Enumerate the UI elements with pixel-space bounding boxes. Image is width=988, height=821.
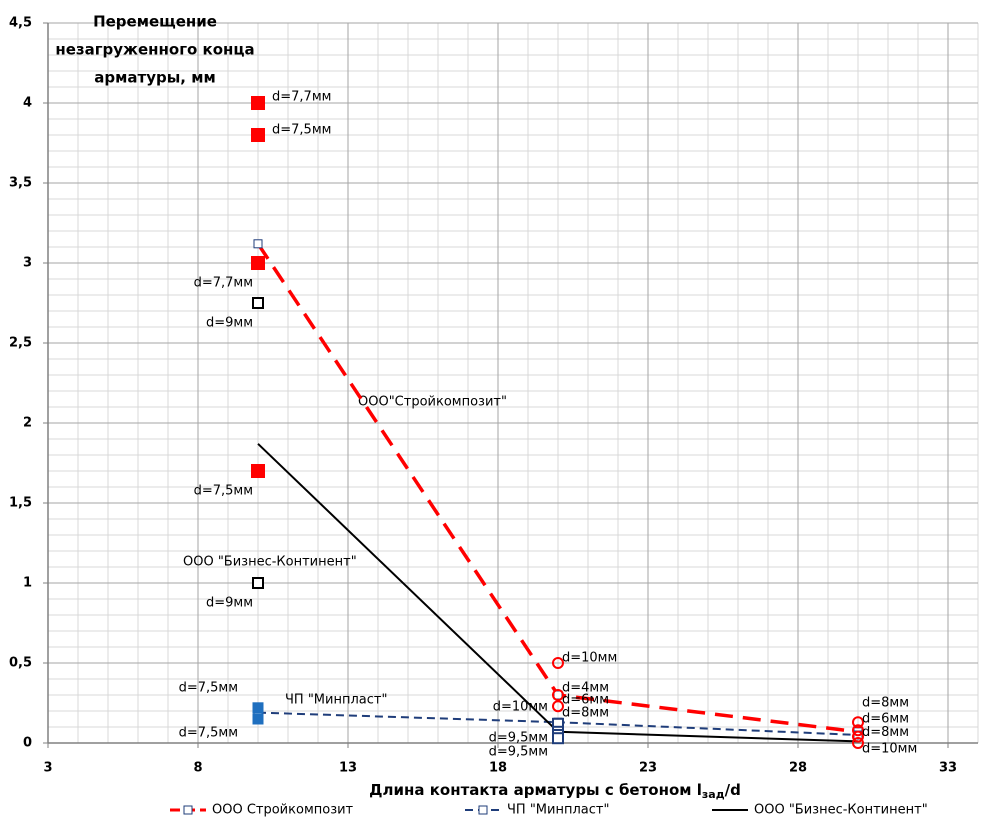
data-point <box>252 713 264 725</box>
data-point <box>251 128 265 142</box>
x-axis-title-text: /d <box>725 781 741 799</box>
data-point <box>552 700 564 713</box>
y-tick-label: 2 <box>23 416 32 431</box>
legend-label: ООО Стройкомпозит <box>212 803 354 818</box>
x-tick-label: 3 <box>43 761 52 776</box>
point-label: d=9,5мм <box>489 745 548 760</box>
y-tick-label: 0 <box>23 736 32 751</box>
point-label: d=8мм <box>862 725 909 740</box>
data-point <box>552 732 564 745</box>
y-tick-label: 4 <box>23 96 32 111</box>
data-point <box>251 96 265 110</box>
x-axis-title: Длина контакта арматуры с бетоном lзад/d <box>369 781 741 802</box>
y-tick-label: 2,5 <box>9 336 32 351</box>
point-label: d=9мм <box>206 596 253 611</box>
y-axis-title-line: незагруженного конца <box>55 41 254 59</box>
data-point <box>252 297 264 309</box>
grid <box>47 22 979 744</box>
point-label: d=7,7мм <box>272 90 331 105</box>
y-tick-label: 0,5 <box>9 656 32 671</box>
point-label: d=6мм <box>862 712 909 727</box>
point-label: d=7,5мм <box>179 726 238 741</box>
point-label: d=10мм <box>493 699 548 714</box>
legend-label: ООО "Бизнес-Континент" <box>754 803 928 818</box>
x-axis-title-text: Длина контакта арматуры с бетоном l <box>369 781 702 799</box>
point-label: d=10мм <box>862 742 917 757</box>
annotation: ООО "Бизнес-Континент" <box>183 555 357 570</box>
point-label: d=9мм <box>206 316 253 331</box>
y-tick-label: 1,5 <box>9 496 32 511</box>
point-label: d=10мм <box>562 651 617 666</box>
x-tick-label: 33 <box>939 761 957 776</box>
point-label: d=6мм <box>562 693 609 708</box>
data-point <box>552 657 564 669</box>
annotation: ЧП "Минпласт" <box>285 693 387 708</box>
legend-marker <box>183 805 193 815</box>
point-label: d=7,5мм <box>272 123 331 138</box>
series-marker <box>553 690 563 700</box>
point-label: d=4мм <box>562 681 609 696</box>
legend-label: ЧП "Минпласт" <box>507 803 609 818</box>
data-point <box>252 702 264 714</box>
data-point <box>852 730 864 743</box>
point-label: d=8мм <box>562 705 609 720</box>
y-axis-title-line: Перемещение <box>93 13 217 31</box>
x-tick-label: 18 <box>489 761 507 776</box>
y-tick-label: 3 <box>23 256 32 271</box>
point-label: d=8мм <box>862 696 909 711</box>
data-point <box>252 577 264 589</box>
point-label: d=7,5мм <box>194 484 253 499</box>
x-tick-label: 13 <box>339 761 357 776</box>
y-tick-label: 1 <box>23 576 32 591</box>
point-label: d=7,5мм <box>179 680 238 695</box>
y-axis-title-line: арматуры, мм <box>94 69 215 87</box>
y-axis-title: Перемещение незагруженного конца арматур… <box>55 13 254 87</box>
annotation: ООО"Стройкомпозит" <box>358 395 507 410</box>
point-label: d=7,7мм <box>194 276 253 291</box>
point-label: d=9,5мм <box>489 731 548 746</box>
x-tick-label: 28 <box>789 761 807 776</box>
series-marker <box>253 239 263 249</box>
y-tick-label: 4,5 <box>9 16 32 31</box>
legend-marker <box>478 805 488 815</box>
x-tick-label: 23 <box>639 761 657 776</box>
data-point <box>852 724 864 737</box>
data-point <box>251 256 265 270</box>
data-point <box>251 464 265 478</box>
data-point <box>552 689 564 701</box>
data-point <box>852 716 864 729</box>
x-tick-label: 8 <box>193 761 202 776</box>
data-point <box>852 737 864 749</box>
x-axis-title-subscript: зад <box>702 788 725 801</box>
y-tick-label: 3,5 <box>9 176 32 191</box>
